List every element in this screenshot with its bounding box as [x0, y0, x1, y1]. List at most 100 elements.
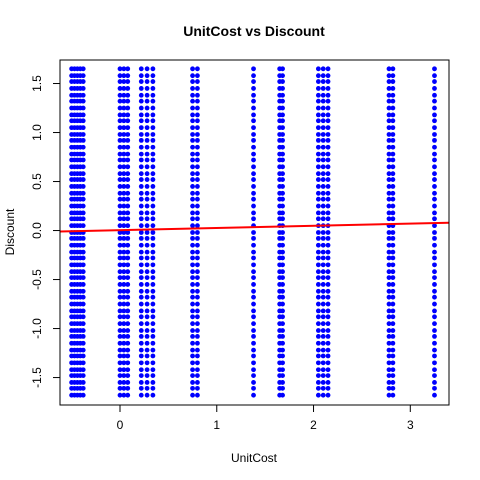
- data-point: [150, 105, 156, 111]
- data-point: [144, 216, 150, 222]
- data-point: [432, 249, 437, 255]
- data-point: [195, 328, 200, 333]
- data-point: [144, 380, 150, 385]
- data-point: [117, 360, 123, 366]
- data-point: [280, 216, 285, 222]
- data-point: [150, 203, 156, 209]
- data-point: [138, 392, 144, 398]
- data-point: [125, 333, 131, 339]
- data-point: [121, 125, 127, 131]
- data-point: [251, 216, 256, 222]
- data-point: [386, 164, 392, 170]
- data-point: [117, 235, 123, 241]
- data-point: [138, 177, 144, 182]
- data-point: [117, 118, 123, 124]
- data-point: [125, 98, 131, 104]
- data-point: [195, 223, 200, 229]
- data-point: [320, 314, 326, 320]
- data-point: [190, 184, 195, 189]
- data-point: [125, 190, 131, 196]
- data-point: [195, 210, 200, 216]
- data-point: [280, 288, 285, 294]
- data-point: [325, 203, 331, 209]
- data-point: [117, 242, 123, 248]
- data-point: [144, 294, 150, 300]
- data-point: [125, 151, 131, 157]
- data-point: [125, 282, 131, 287]
- data-point: [80, 118, 86, 124]
- data-point: [190, 177, 195, 182]
- data-point: [325, 105, 331, 111]
- data-point: [138, 301, 144, 307]
- data-point: [190, 132, 195, 137]
- data-point: [195, 262, 200, 268]
- data-point: [280, 242, 285, 248]
- data-point: [386, 308, 392, 314]
- data-point: [195, 282, 200, 287]
- data-point: [280, 255, 285, 261]
- data-point: [390, 275, 396, 280]
- data-point: [80, 73, 86, 79]
- data-point: [144, 79, 150, 84]
- data-point: [432, 235, 437, 241]
- data-point: [280, 373, 285, 378]
- data-point: [251, 347, 256, 353]
- data-point: [315, 137, 321, 143]
- data-point: [390, 314, 396, 320]
- data-point: [190, 288, 195, 294]
- data-point: [190, 249, 195, 255]
- data-point: [390, 294, 396, 300]
- data-point: [80, 249, 86, 255]
- data-point: [80, 392, 86, 398]
- data-point: [325, 321, 331, 327]
- data-point: [390, 177, 396, 182]
- data-point: [144, 230, 150, 235]
- data-point: [195, 321, 200, 327]
- data-point: [121, 262, 127, 268]
- data-point: [251, 171, 256, 177]
- data-point: [320, 137, 326, 143]
- data-point: [144, 340, 150, 346]
- data-point: [280, 86, 285, 91]
- x-axis: 0 1 2 3: [117, 404, 414, 432]
- data-point: [315, 105, 321, 111]
- data-point: [117, 105, 123, 111]
- data-point: [150, 385, 156, 391]
- data-point: [121, 79, 127, 84]
- data-point: [150, 288, 156, 294]
- data-point: [150, 98, 156, 104]
- data-point: [121, 288, 127, 294]
- data-point: [320, 380, 326, 385]
- data-point: [386, 242, 392, 248]
- data-point: [325, 380, 331, 385]
- data-point: [190, 262, 195, 268]
- data-point: [150, 112, 156, 118]
- data-point: [125, 144, 131, 150]
- data-point: [80, 275, 86, 280]
- data-point: [251, 79, 256, 84]
- data-point: [386, 190, 392, 196]
- y-tick-label: -1.5: [30, 367, 44, 388]
- data-point: [190, 171, 195, 177]
- data-point: [190, 242, 195, 248]
- data-point: [280, 314, 285, 320]
- data-point: [390, 144, 396, 150]
- data-point: [190, 92, 195, 98]
- data-point: [315, 66, 321, 72]
- data-point: [325, 73, 331, 79]
- data-point: [325, 255, 331, 261]
- data-point: [325, 86, 331, 91]
- data-point: [117, 196, 123, 202]
- data-point: [320, 151, 326, 157]
- data-point: [320, 73, 326, 79]
- data-point: [121, 216, 127, 222]
- data-point: [138, 73, 144, 79]
- data-point: [117, 184, 123, 189]
- data-point: [121, 353, 127, 359]
- data-point: [144, 66, 150, 72]
- data-point: [325, 98, 331, 104]
- data-point: [386, 340, 392, 346]
- data-point: [386, 282, 392, 287]
- data-point: [144, 242, 150, 248]
- data-point: [121, 340, 127, 346]
